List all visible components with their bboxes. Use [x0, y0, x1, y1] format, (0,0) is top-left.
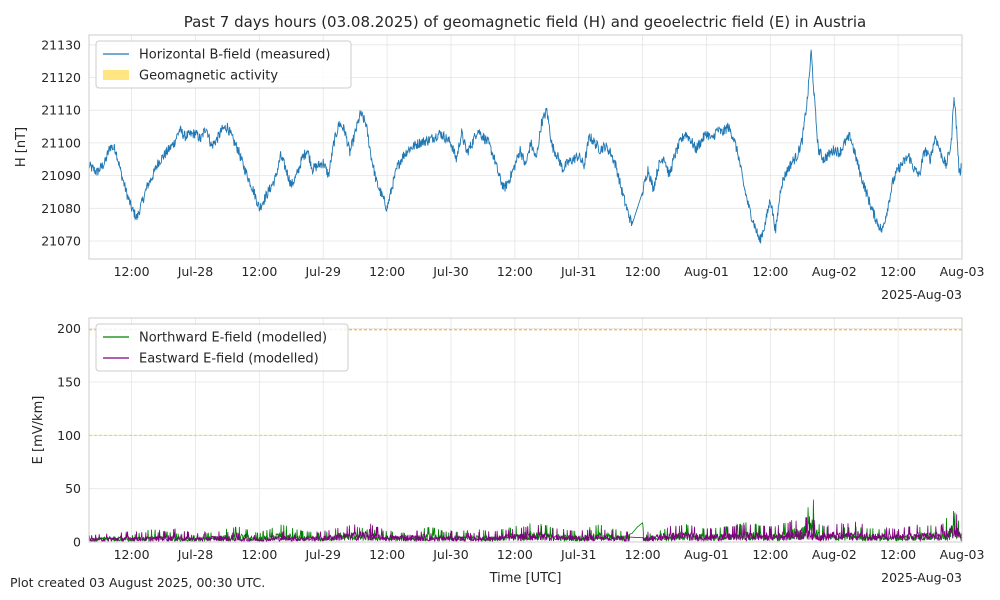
h-x-tick-label: Jul-30 [432, 264, 469, 279]
h-x-tick-label: Jul-29 [304, 264, 341, 279]
e-x-offset-label: 2025-Aug-03 [881, 570, 962, 585]
legend-entry-label: Northward E-field (modelled) [139, 331, 327, 346]
e-x-axis-label: Time [UTC] [489, 571, 562, 586]
e-x-tick-label: 12:00 [241, 547, 277, 562]
h-x-tick-label: 12:00 [752, 264, 788, 279]
e-x-tick-label: 12:00 [625, 547, 661, 562]
e-x-tick-label: Aug-03 [940, 547, 985, 562]
h-y-axis-label: H [nT] [14, 127, 29, 167]
h-y-tick-label: 21110 [41, 103, 81, 118]
e-x-tick-label: 12:00 [369, 547, 405, 562]
legend-activity-swatch [103, 70, 129, 80]
plot-created-note: Plot created 03 August 2025, 00:30 UTC. [10, 575, 265, 590]
e-y-axis-label: E [mV/km] [31, 396, 46, 465]
legend-entry-label: Horizontal B-field (measured) [139, 48, 330, 63]
h-x-tick-label: Aug-01 [684, 264, 729, 279]
chart-title: Past 7 days hours (03.08.2025) of geomag… [184, 13, 867, 31]
h-y-tick-label: 21070 [41, 234, 81, 249]
e-y-tick-label: 150 [57, 375, 81, 390]
e-x-tick-label: Aug-01 [684, 547, 729, 562]
e-y-tick-label: 0 [73, 535, 81, 550]
e-x-tick-label: Jul-28 [177, 547, 214, 562]
e-y-tick-label: 50 [65, 481, 81, 496]
h-x-offset-label: 2025-Aug-03 [881, 287, 962, 302]
h-x-tick-label: Jul-31 [560, 264, 597, 279]
e-x-tick-label: Jul-30 [432, 547, 469, 562]
h-x-tick-label: 12:00 [241, 264, 277, 279]
e-x-tick-label: 12:00 [752, 547, 788, 562]
e-legend: Northward E-field (modelled) Eastward E-f… [95, 323, 349, 372]
legend-entry-label: Geomagnetic activity [139, 69, 278, 84]
h-y-tick-label: 21120 [41, 70, 81, 85]
h-legend: Horizontal B-field (measured) Geomagnetic… [95, 40, 352, 89]
h-x-tick-label: 12:00 [369, 264, 405, 279]
e-x-tick-label: Jul-31 [560, 547, 597, 562]
h-x-tick-label: Aug-02 [812, 264, 857, 279]
h-x-tick-label: 12:00 [880, 264, 916, 279]
h-field-series-line [89, 49, 962, 244]
h-y-tick-label: 21080 [41, 201, 81, 216]
h-field-panel: 12:00 Jul-28 12:00 Jul-29 12:00 Jul-30 12:00 Ju… [14, 34, 985, 302]
e-axes-frame [88, 317, 963, 543]
e-y-tick-label: 100 [57, 428, 81, 443]
e-y-tick-label: 200 [57, 321, 81, 336]
h-axes-frame [88, 34, 963, 260]
h-x-tick-label: 12:00 [497, 264, 533, 279]
h-x-tick-label: Jul-28 [177, 264, 214, 279]
h-x-tick-label: 12:00 [625, 264, 661, 279]
e-x-tick-label: 12:00 [497, 547, 533, 562]
h-x-tick-label: 12:00 [114, 264, 150, 279]
h-y-tick-label: 21100 [41, 135, 81, 150]
legend-entry-label: Eastward E-field (modelled) [139, 352, 319, 367]
e-x-tick-label: Jul-29 [304, 547, 341, 562]
h-y-tick-label: 21090 [41, 168, 81, 183]
e-field-panel: 12:00 Jul-28 12:00 Jul-29 12:00 Jul-30 12:00 Ju… [31, 317, 985, 586]
h-legend-box [95, 40, 352, 89]
h-x-tick-label: Aug-03 [940, 264, 985, 279]
e-x-tick-label: Aug-02 [812, 547, 857, 562]
e-legend-box [95, 323, 349, 372]
h-y-tick-label: 21130 [41, 37, 81, 52]
e-x-tick-label: 12:00 [880, 547, 916, 562]
e-x-tick-label: 12:00 [114, 547, 150, 562]
eastward-e-field-line [89, 514, 962, 542]
